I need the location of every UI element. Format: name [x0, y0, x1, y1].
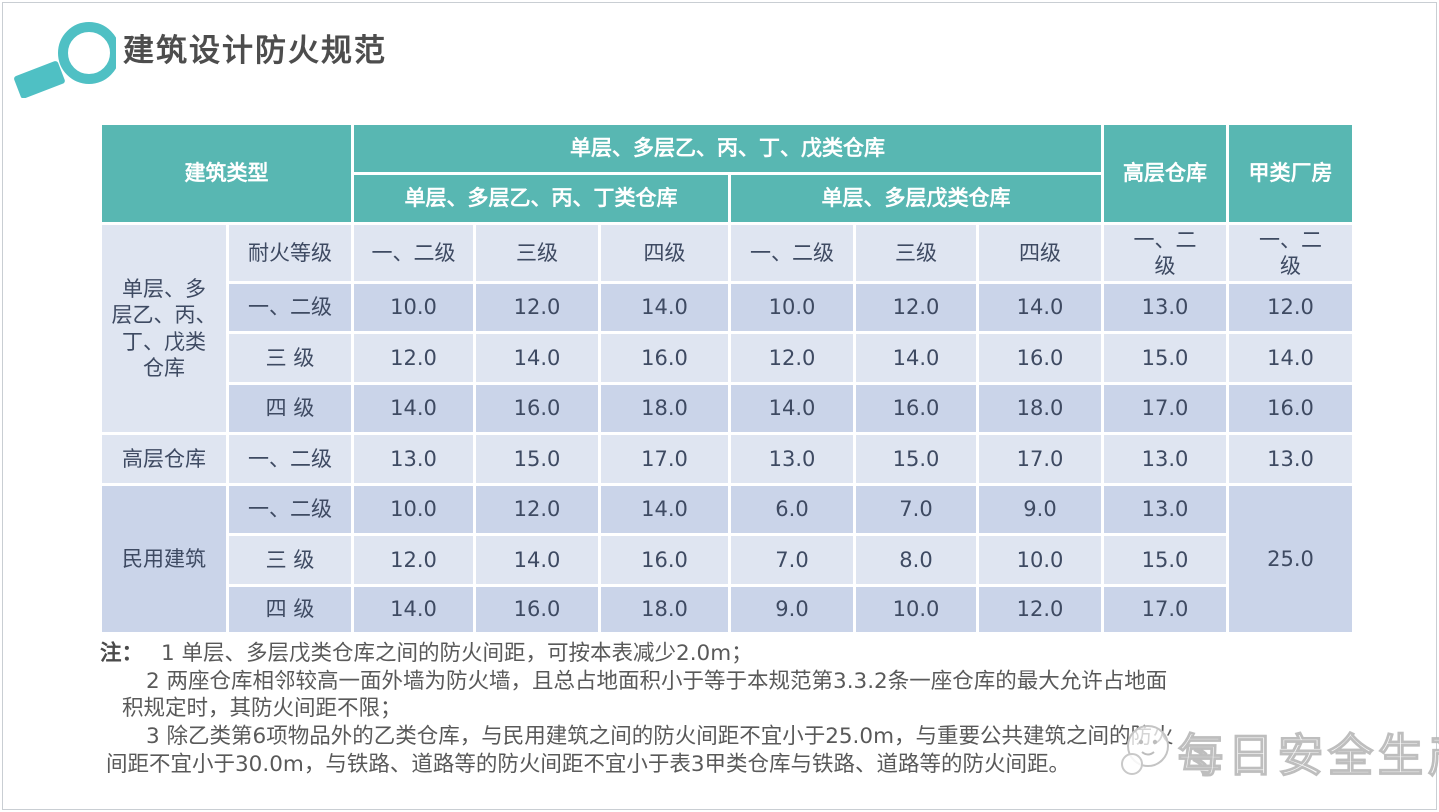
subheader-col: 一、二级	[731, 225, 853, 281]
subheader-col: 四级	[979, 225, 1101, 281]
value-cell: 14.0	[476, 536, 598, 584]
header-building-type: 建筑类型	[102, 125, 351, 222]
value-cell: 14.0	[476, 334, 598, 382]
value-cell: 10.0	[979, 536, 1101, 584]
value-cell: 16.0	[1229, 385, 1352, 432]
value-cell: 12.0	[354, 536, 473, 584]
value-cell: 16.0	[601, 334, 728, 382]
value-cell: 16.0	[476, 587, 598, 632]
value-cell: 16.0	[856, 385, 976, 432]
value-cell: 8.0	[856, 536, 976, 584]
note-line: 注： 1 单层、多层戊类仓库之间的防火间距，可按本表减少2.0m；	[100, 640, 1380, 668]
value-cell: 16.0	[476, 385, 598, 432]
note-label: 注：	[100, 641, 144, 666]
value-cell: 14.0	[354, 587, 473, 632]
row-group-label-civil: 民用建筑	[102, 486, 226, 632]
subheader-col: 三级	[476, 225, 598, 281]
subheader-col: 一、二级	[354, 225, 473, 281]
note-text: 1 单层、多层戊类仓库之间的防火间距，可按本表减少2.0m；	[161, 641, 753, 666]
value-cell: 18.0	[979, 385, 1101, 432]
value-cell: 12.0	[476, 486, 598, 533]
value-cell: 9.0	[979, 486, 1101, 533]
note-line: 3 除乙类第6项物品外的乙类仓库，与民用建筑之间的防火间距不宜小于25.0m，与…	[146, 724, 1174, 750]
value-cell: 16.0	[979, 334, 1101, 382]
row-label: 三 级	[229, 334, 351, 382]
header-class-a-plant: 甲类厂房	[1229, 125, 1352, 222]
value-cell: 12.0	[1229, 284, 1352, 331]
header-warehouse-bcd: 单层、多层乙、丙、丁类仓库	[354, 175, 728, 222]
row-label: 一、二级	[229, 486, 351, 533]
fire-separation-table: 建筑类型 单层、多层乙、丙、丁、戊类仓库 高层仓库 甲类厂房 单层、多层乙、丙、…	[99, 122, 1355, 635]
note-line: 积规定时，其防火间距不限；	[122, 696, 402, 722]
note-line: 2 两座仓库相邻较高一面外墙为防火墙，且总占地面积小于等于本规范第3.3.2条一…	[146, 668, 1168, 694]
value-cell: 15.0	[1104, 334, 1226, 382]
value-cell: 13.0	[354, 435, 473, 483]
header-highrise-warehouse: 高层仓库	[1104, 125, 1226, 222]
value-cell: 7.0	[856, 486, 976, 533]
value-cell-span-25: 25.0	[1229, 486, 1352, 632]
value-cell: 12.0	[354, 334, 473, 382]
value-cell: 14.0	[601, 486, 728, 533]
subheader-col: 三级	[856, 225, 976, 281]
row-label: 三 级	[229, 536, 351, 584]
row-group-label-warehouses: 单层、多 层乙、丙、 丁、戊类 仓库	[102, 225, 226, 432]
magnifier-icon	[14, 22, 116, 98]
row-label: 四 级	[229, 385, 351, 432]
subheader-col: 一、二 级	[1104, 225, 1226, 281]
value-cell: 7.0	[731, 536, 853, 584]
value-cell: 17.0	[979, 435, 1101, 483]
subheader-fire-rating: 耐火等级	[229, 225, 351, 281]
value-cell: 6.0	[731, 486, 853, 533]
value-cell: 17.0	[1104, 385, 1226, 432]
value-cell: 15.0	[1104, 536, 1226, 584]
row-label: 一、二级	[229, 435, 351, 483]
value-cell: 12.0	[979, 587, 1101, 632]
value-cell: 17.0	[1104, 587, 1226, 632]
value-cell: 10.0	[856, 587, 976, 632]
value-cell: 17.0	[601, 435, 728, 483]
row-label: 一、二级	[229, 284, 351, 331]
value-cell: 18.0	[601, 587, 728, 632]
value-cell: 18.0	[601, 385, 728, 432]
value-cell: 10.0	[731, 284, 853, 331]
value-cell: 15.0	[856, 435, 976, 483]
value-cell: 14.0	[1229, 334, 1352, 382]
value-cell: 10.0	[354, 486, 473, 533]
subheader-col: 四级	[601, 225, 728, 281]
value-cell: 14.0	[601, 284, 728, 331]
value-cell: 13.0	[1229, 435, 1352, 483]
value-cell: 16.0	[601, 536, 728, 584]
value-cell: 9.0	[731, 587, 853, 632]
header-warehouse-group: 单层、多层乙、丙、丁、戊类仓库	[354, 125, 1101, 172]
value-cell: 13.0	[731, 435, 853, 483]
page-title: 建筑设计防火规范	[123, 33, 387, 69]
row-label: 四 级	[229, 587, 351, 632]
value-cell: 13.0	[1104, 486, 1226, 533]
value-cell: 13.0	[1104, 435, 1226, 483]
value-cell: 14.0	[731, 385, 853, 432]
subheader-col: 一、二 级	[1229, 225, 1352, 281]
value-cell: 12.0	[856, 284, 976, 331]
value-cell: 15.0	[476, 435, 598, 483]
note-line: 间距不宜小于30.0m，与铁路、道路等的防火间距不宜小于表3甲类仓库与铁路、道路…	[106, 751, 1070, 777]
value-cell: 14.0	[856, 334, 976, 382]
value-cell: 13.0	[1104, 284, 1226, 331]
value-cell: 14.0	[979, 284, 1101, 331]
value-cell: 10.0	[354, 284, 473, 331]
table-notes: 注： 1 单层、多层戊类仓库之间的防火间距，可按本表减少2.0m； 2 两座仓库相…	[100, 640, 1380, 779]
value-cell: 12.0	[476, 284, 598, 331]
row-group-label-highrise: 高层仓库	[102, 435, 226, 483]
header-warehouse-e: 单层、多层戊类仓库	[731, 175, 1101, 222]
value-cell: 14.0	[354, 385, 473, 432]
value-cell: 12.0	[731, 334, 853, 382]
